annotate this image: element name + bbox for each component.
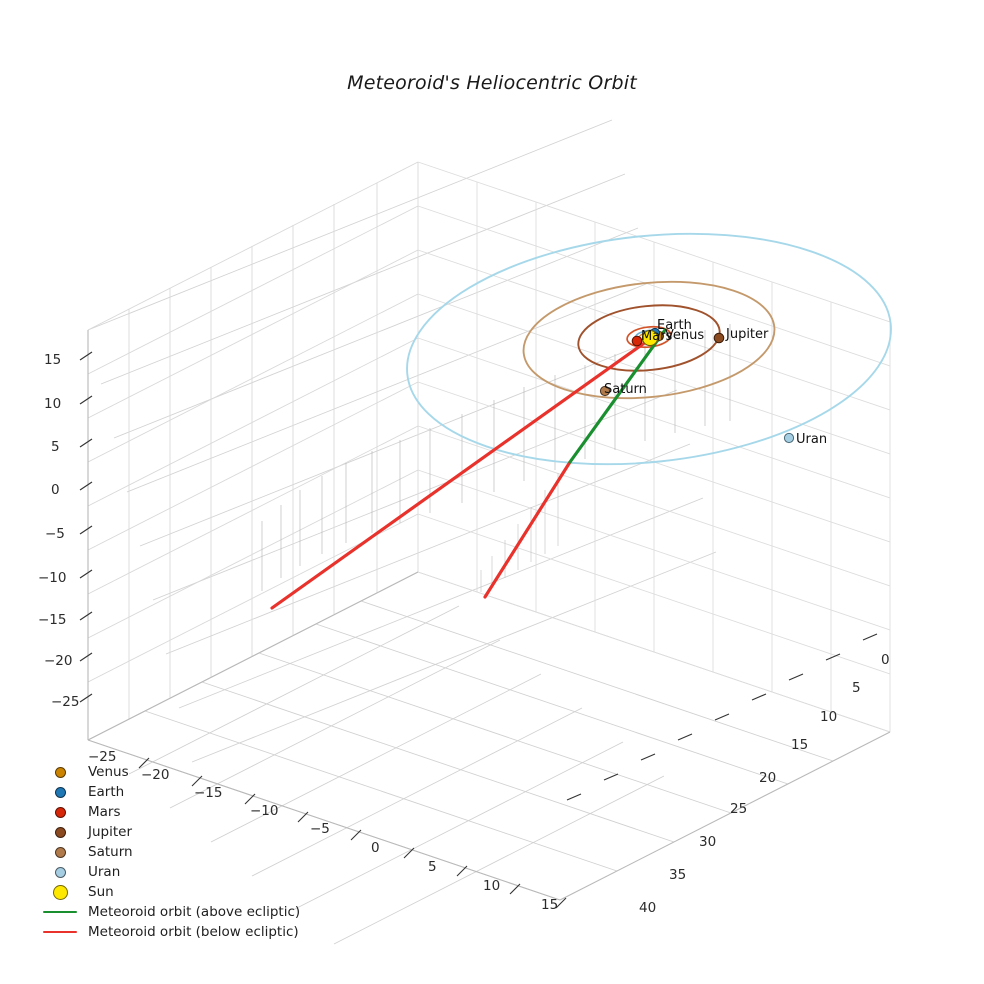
green-line-icon [40,910,80,914]
x-tick-label: 5 [428,859,437,875]
z-tick-label: 10 [44,396,62,412]
z-axis-ticks [79,351,93,703]
x-tick-label: −15 [194,785,223,801]
z-tick-label: −20 [44,653,73,669]
meteoroid-stem-lines [480,473,559,592]
legend-item-earth[interactable]: Earth [40,782,370,802]
legend-item-uran[interactable]: Uran [40,862,370,882]
x-tick-label: −10 [250,803,279,819]
y-tick-label: 40 [639,900,657,916]
x-tick-label: −20 [141,767,170,783]
meteoroid-path-below-ecliptic-outbound [483,460,572,599]
legend-label: Meteoroid orbit (above ecliptic) [88,904,301,920]
legend-label: Earth [88,784,125,800]
z-tick-label: −15 [38,612,67,628]
y-tick-label: 25 [730,801,748,817]
y-tick-label: 15 [791,737,809,753]
axes-panes [87,119,717,763]
mars-marker-icon [40,806,80,818]
orbit-uranus [406,232,892,466]
legend-item-sun[interactable]: Sun [40,882,370,902]
y-tick-label: 20 [759,770,777,786]
meteoroid-path-above-ecliptic [568,328,667,464]
earth-marker-icon [40,786,80,798]
label-jupiter: Jupiter [726,327,769,342]
z-tick-label: −10 [38,570,67,586]
legend-item-mars[interactable]: Mars [40,802,370,822]
label-earth: Earth [657,318,692,333]
legend-item-meteoroid-above[interactable]: Meteoroid orbit (above ecliptic) [40,902,370,922]
legend: Venus Earth Mars Jupiter Saturn [40,762,370,942]
legend-label: Saturn [88,844,133,860]
y-tick-label: 30 [699,834,717,850]
legend-item-jupiter[interactable]: Jupiter [40,822,370,842]
left-wall-pane [87,161,419,741]
y-tick-label: 0 [881,652,890,668]
orbit-jupiter [577,304,721,372]
legend-label: Jupiter [88,824,133,840]
legend-label: Sun [88,884,114,900]
legend-label: Uran [88,864,121,880]
uran-marker-icon [40,866,80,878]
legend-label: Mars [88,804,121,820]
saturn-marker-icon [40,846,80,858]
label-saturn: Saturn [604,382,647,397]
legend-item-meteoroid-below[interactable]: Meteoroid orbit (below ecliptic) [40,922,370,942]
venus-marker-icon [40,766,80,778]
marker-jupiter [713,332,725,344]
meteoroid-trajectory [270,328,667,610]
planet-markers [599,327,795,444]
right-wall-pane [417,161,891,733]
z-tick-label: 5 [51,439,60,455]
x-axis-ticks [138,757,567,909]
marker-saturn [599,385,611,397]
x-tick-label: 10 [483,878,501,894]
floor-grid [87,119,717,763]
legend-item-saturn[interactable]: Saturn [40,842,370,862]
y-tick-label: 35 [669,867,687,883]
y-tick-label: 5 [852,680,861,696]
label-uran: Uran [796,432,828,447]
label-mars: Mars [641,329,673,344]
orbit-mars [626,325,672,349]
marker-mars [631,335,643,347]
x-tick-label: −25 [88,749,117,765]
orbit-saturn [522,280,776,400]
x-tick-label: −5 [310,821,330,837]
sun-marker-icon [40,884,80,900]
legend-label: Meteoroid orbit (below ecliptic) [88,924,299,940]
jupiter-marker-icon [40,826,80,838]
orbit-stem-lines [261,324,731,591]
z-tick-label: −25 [51,694,80,710]
red-line-icon [40,930,80,934]
meteoroid-path-below-ecliptic-inbound [270,337,652,610]
axis-spines [87,330,891,901]
z-tick-label: −5 [45,526,65,542]
marker-sun [641,329,659,347]
y-tick-label: 10 [820,709,838,725]
planet-orbits [406,232,892,466]
x-tick-label: 0 [371,840,380,856]
z-tick-label: 15 [44,352,62,368]
page-title: Meteoroid's Heliocentric Orbit [347,72,637,94]
z-tick-label: 0 [51,482,60,498]
x-tick-label: 15 [541,897,559,913]
legend-item-venus[interactable]: Venus [40,762,370,782]
label-venus: Venus [665,328,705,343]
legend-label: Venus [88,764,129,780]
y-axis-ticks [566,633,878,801]
marker-uran [783,432,795,444]
